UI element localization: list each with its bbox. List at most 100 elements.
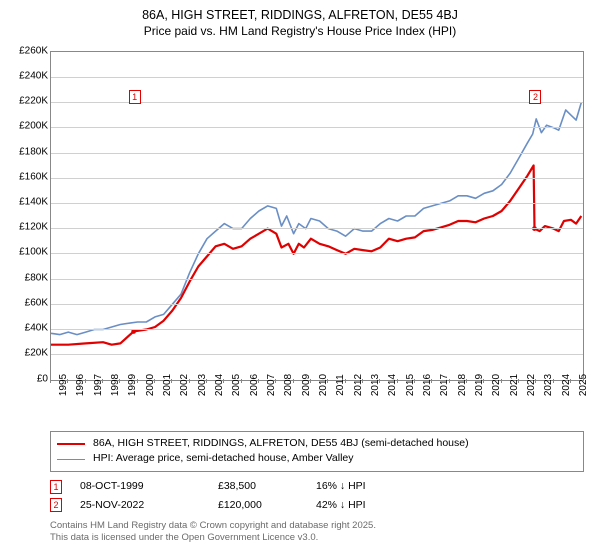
y-tick-label: £100K bbox=[14, 247, 48, 258]
x-tick bbox=[379, 379, 380, 383]
x-tick-label: 2002 bbox=[179, 374, 190, 396]
y-tick-label: £60K bbox=[14, 297, 48, 308]
x-tick bbox=[241, 379, 242, 383]
x-tick-label: 2012 bbox=[353, 374, 364, 396]
x-tick bbox=[206, 379, 207, 383]
gridline bbox=[51, 354, 583, 355]
x-tick-label: 2020 bbox=[491, 374, 502, 396]
x-tick-label: 1998 bbox=[110, 374, 121, 396]
legend-label: HPI: Average price, semi-detached house,… bbox=[93, 451, 354, 467]
x-tick-label: 2024 bbox=[561, 374, 572, 396]
y-tick-label: £140K bbox=[14, 197, 48, 208]
series-price_paid bbox=[51, 165, 581, 344]
x-tick bbox=[293, 379, 294, 383]
gridline bbox=[51, 228, 583, 229]
y-tick-label: £80K bbox=[14, 272, 48, 283]
x-tick bbox=[345, 379, 346, 383]
footer-line-1: Contains HM Land Registry data © Crown c… bbox=[50, 520, 586, 532]
x-tick-label: 2025 bbox=[578, 374, 589, 396]
x-tick-label: 2017 bbox=[439, 374, 450, 396]
gridline bbox=[51, 153, 583, 154]
sale-diff: 16% ↓ HPI bbox=[316, 478, 396, 495]
sale-date: 25-NOV-2022 bbox=[80, 497, 200, 514]
x-tick bbox=[414, 379, 415, 383]
x-tick-label: 2019 bbox=[474, 374, 485, 396]
y-tick-label: £0 bbox=[14, 373, 48, 384]
x-tick-label: 2009 bbox=[301, 374, 312, 396]
y-tick-label: £20K bbox=[14, 348, 48, 359]
x-tick-label: 2003 bbox=[197, 374, 208, 396]
x-tick bbox=[275, 379, 276, 383]
x-tick bbox=[50, 379, 51, 383]
x-tick-label: 1999 bbox=[127, 374, 138, 396]
y-tick-label: £180K bbox=[14, 146, 48, 157]
legend-row: 86A, HIGH STREET, RIDDINGS, ALFRETON, DE… bbox=[57, 436, 577, 452]
x-tick bbox=[483, 379, 484, 383]
x-tick-label: 2005 bbox=[231, 374, 242, 396]
plot-area: 12 bbox=[50, 51, 584, 381]
x-tick bbox=[553, 379, 554, 383]
x-tick bbox=[154, 379, 155, 383]
legend-box: 86A, HIGH STREET, RIDDINGS, ALFRETON, DE… bbox=[50, 431, 584, 473]
legend-label: 86A, HIGH STREET, RIDDINGS, ALFRETON, DE… bbox=[93, 436, 469, 452]
y-tick-label: £120K bbox=[14, 222, 48, 233]
sale-row: 1 08-OCT-1999 £38,500 16% ↓ HPI bbox=[50, 478, 586, 495]
x-tick-label: 2007 bbox=[266, 374, 277, 396]
x-tick-label: 1995 bbox=[58, 374, 69, 396]
sale-diff: 42% ↓ HPI bbox=[316, 497, 396, 514]
sale-price: £38,500 bbox=[218, 478, 298, 495]
gridline bbox=[51, 329, 583, 330]
x-tick bbox=[189, 379, 190, 383]
chart-subtitle: Price paid vs. HM Land Registry's House … bbox=[14, 24, 586, 39]
x-tick bbox=[102, 379, 103, 383]
x-tick bbox=[310, 379, 311, 383]
y-tick-label: £160K bbox=[14, 171, 48, 182]
y-tick-label: £240K bbox=[14, 70, 48, 81]
x-tick-label: 2018 bbox=[457, 374, 468, 396]
x-tick bbox=[85, 379, 86, 383]
legend-swatch bbox=[57, 459, 85, 460]
x-tick bbox=[518, 379, 519, 383]
sale-price: £120,000 bbox=[218, 497, 298, 514]
gridline bbox=[51, 77, 583, 78]
x-tick-label: 2014 bbox=[387, 374, 398, 396]
gridline bbox=[51, 279, 583, 280]
x-tick bbox=[171, 379, 172, 383]
chart-frame: £0 £20K £40K £60K £80K £100K £120K £140K £160K £1… bbox=[14, 45, 586, 425]
y-tick-label: £200K bbox=[14, 121, 48, 132]
x-tick bbox=[449, 379, 450, 383]
x-tick-label: 2000 bbox=[145, 374, 156, 396]
x-tick bbox=[501, 379, 502, 383]
x-tick bbox=[258, 379, 259, 383]
chart-container: 86A, HIGH STREET, RIDDINGS, ALFRETON, DE… bbox=[0, 0, 600, 560]
x-tick bbox=[119, 379, 120, 383]
x-tick-label: 2001 bbox=[162, 374, 173, 396]
sales-table: 108-OCT-1999£38,50016% ↓ HPI225-NOV-2022… bbox=[50, 478, 586, 514]
x-tick bbox=[67, 379, 68, 383]
x-tick bbox=[466, 379, 467, 383]
sale-date: 08-OCT-1999 bbox=[80, 478, 200, 495]
x-tick-label: 2022 bbox=[526, 374, 537, 396]
legend-row: HPI: Average price, semi-detached house,… bbox=[57, 451, 577, 467]
series-hpi bbox=[51, 102, 581, 334]
x-tick bbox=[327, 379, 328, 383]
gridline bbox=[51, 178, 583, 179]
y-tick-label: £220K bbox=[14, 96, 48, 107]
x-tick-label: 2011 bbox=[335, 374, 346, 396]
legend-swatch bbox=[57, 443, 85, 445]
sale-row-marker: 1 bbox=[50, 480, 62, 494]
footer-line-2: This data is licensed under the Open Gov… bbox=[50, 532, 586, 544]
gridline bbox=[51, 203, 583, 204]
x-tick bbox=[535, 379, 536, 383]
x-tick bbox=[137, 379, 138, 383]
x-tick bbox=[570, 379, 571, 383]
x-tick-label: 2008 bbox=[283, 374, 294, 396]
x-tick-label: 1996 bbox=[75, 374, 86, 396]
x-tick bbox=[431, 379, 432, 383]
gridline bbox=[51, 127, 583, 128]
x-tick-label: 2023 bbox=[543, 374, 554, 396]
y-tick-label: £40K bbox=[14, 323, 48, 334]
x-tick bbox=[362, 379, 363, 383]
x-tick-label: 2010 bbox=[318, 374, 329, 396]
x-tick-label: 2013 bbox=[370, 374, 381, 396]
